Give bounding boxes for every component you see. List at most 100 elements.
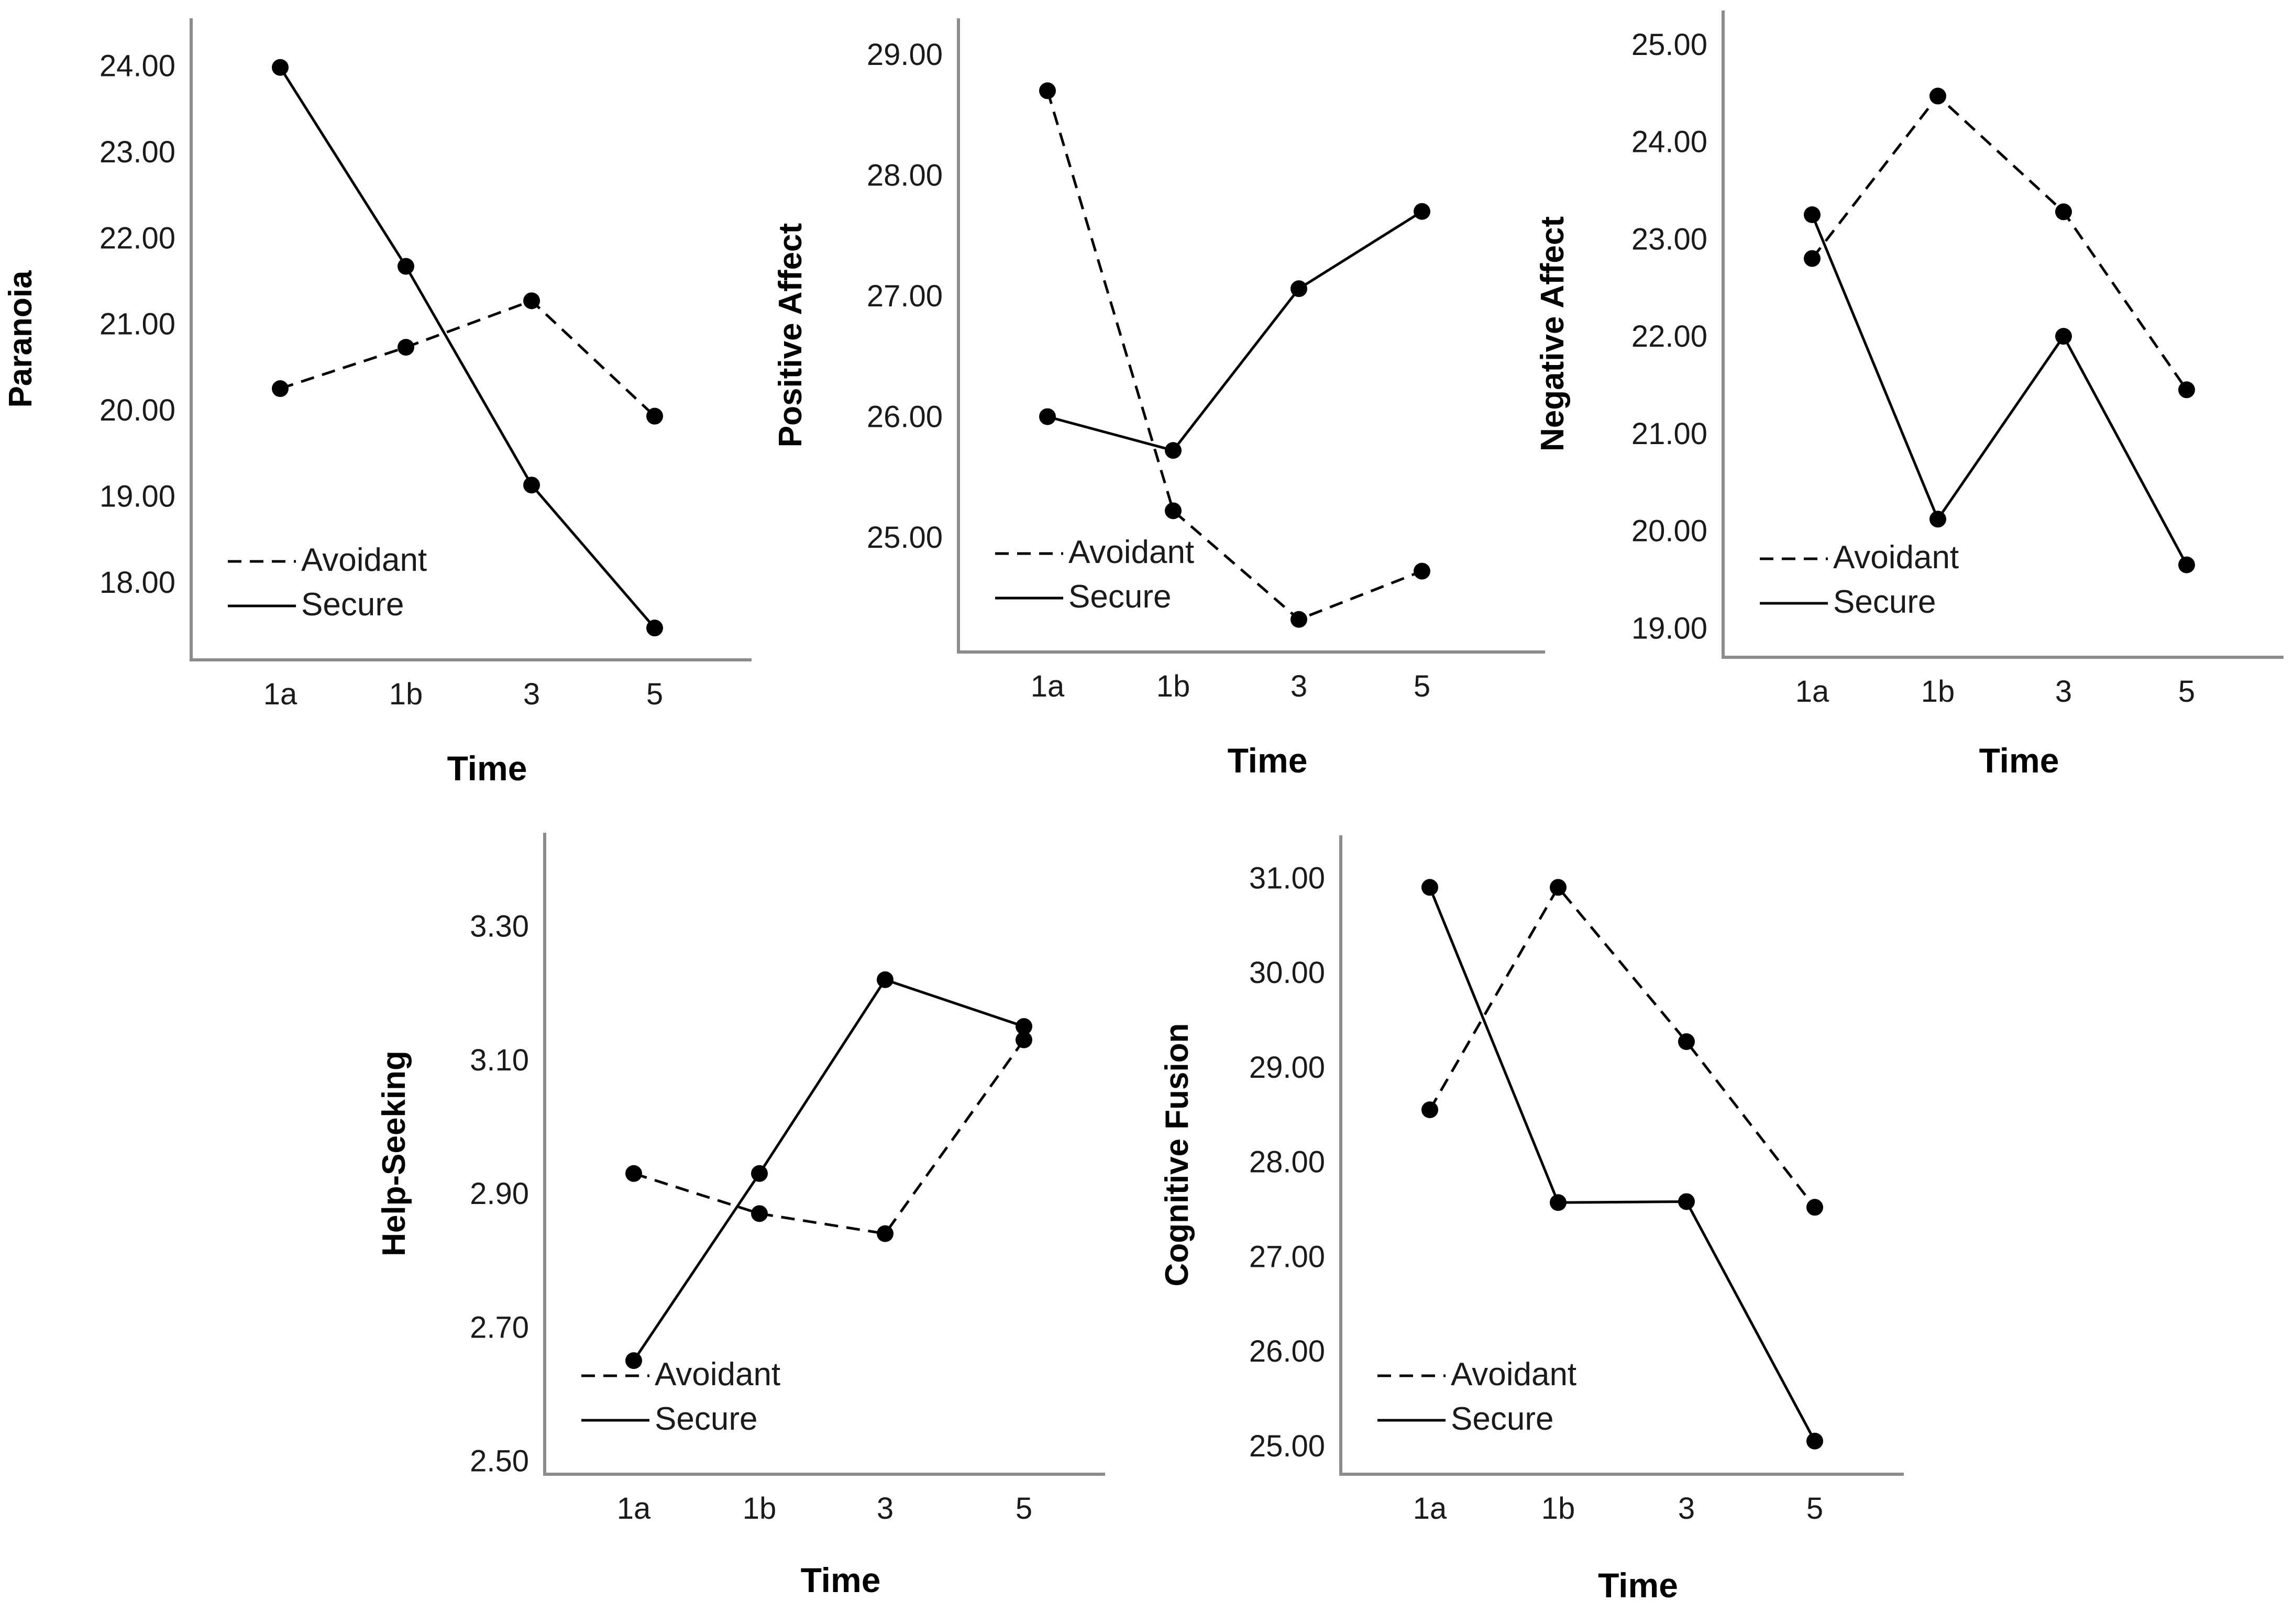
series-line-avoidant	[1428, 885, 1816, 1208]
y-tick-label: 24.00	[1631, 125, 1707, 159]
data-point-secure	[1804, 206, 1821, 223]
y-axis-title: Paranoia	[3, 270, 39, 407]
y-tick-label: 3.10	[470, 1043, 529, 1077]
data-point-avoidant	[2055, 203, 2072, 220]
legend-label-secure: Secure	[301, 587, 404, 623]
legend-label-avoidant: Avoidant	[301, 542, 427, 578]
legend-label-secure: Secure	[655, 1401, 757, 1437]
y-tick-label: 19.00	[100, 480, 175, 514]
data-point-avoidant	[1414, 562, 1430, 580]
data-point-secure	[523, 477, 540, 494]
axis-lines	[190, 18, 752, 661]
x-tick-label: 3	[1291, 669, 1307, 703]
y-tick-label: 23.00	[100, 135, 175, 169]
y-tick-label: 21.00	[100, 307, 175, 341]
data-point-avoidant	[1678, 1033, 1695, 1051]
x-tick-label: 1b	[389, 677, 423, 711]
y-tick-label: 18.00	[100, 566, 175, 600]
x-tick-label: 5	[1016, 1492, 1032, 1526]
data-point-secure	[398, 258, 414, 275]
y-tick-label: 25.00	[867, 521, 943, 555]
data-point-avoidant	[646, 407, 663, 425]
y-axis-title: Negative Affect	[1535, 216, 1571, 451]
data-point-avoidant	[751, 1205, 768, 1222]
y-tick-label: 20.00	[1631, 514, 1707, 548]
x-tick-label: 1b	[1156, 669, 1190, 703]
data-point-secure	[1165, 442, 1182, 459]
x-axis-title: Time	[1228, 741, 1308, 780]
data-point-avoidant	[398, 339, 414, 356]
data-point-secure	[2178, 556, 2195, 573]
chart-panel-5: 25.00 26.00 27.00 28.00 29.00 30.00 31.00 1a 1b 3…	[1159, 835, 1904, 1605]
data-point-avoidant	[1929, 87, 1946, 105]
y-tick-label: 25.00	[1249, 1429, 1325, 1463]
axis-lines	[1722, 10, 2284, 659]
x-tick-label: 3	[2055, 675, 2072, 709]
data-point-secure	[751, 1165, 768, 1182]
y-tick-label: 27.00	[867, 279, 943, 313]
y-tick-label: 26.00	[867, 400, 943, 434]
data-point-avoidant	[1550, 879, 1567, 896]
x-tick-label: 3	[1678, 1492, 1695, 1526]
data-point-avoidant	[1804, 250, 1821, 267]
data-point-secure	[1414, 203, 1430, 220]
y-tick-label: 23.00	[1631, 222, 1707, 256]
series-line-avoidant	[1046, 90, 1422, 621]
y-tick-label: 29.00	[1249, 1051, 1325, 1085]
x-tick-label: 1a	[263, 677, 297, 711]
data-point-secure	[2055, 328, 2072, 345]
y-tick-label: 3.30	[470, 910, 529, 944]
x-tick-label: 5	[1806, 1492, 1823, 1526]
x-axis-title: Time	[447, 749, 527, 788]
y-tick-label: 28.00	[867, 159, 943, 193]
legend-label-avoidant: Avoidant	[655, 1356, 780, 1393]
data-point-secure	[625, 1352, 642, 1369]
legend-label-secure: Secure	[1068, 579, 1171, 615]
legend-label-avoidant: Avoidant	[1068, 534, 1194, 570]
legend-label-secure: Secure	[1451, 1401, 1553, 1437]
x-tick-label: 1a	[1031, 669, 1065, 703]
y-axis-title: Help-Seeking	[376, 1051, 412, 1256]
series-line-secure	[632, 978, 1024, 1362]
legend-label-avoidant: Avoidant	[1833, 539, 1959, 576]
x-tick-label: 1a	[617, 1492, 651, 1526]
chart-panel-4: 2.50 2.70 2.90 3.10 3.30 1a 1b 3 5 Help-Seeking Ti…	[376, 833, 1105, 1599]
legend-label-secure: Secure	[1833, 584, 1936, 620]
data-point-avoidant	[877, 1225, 894, 1242]
legend-label-avoidant: Avoidant	[1451, 1356, 1576, 1393]
y-tick-label: 2.50	[470, 1444, 529, 1478]
y-tick-label: 21.00	[1631, 417, 1707, 451]
data-point-avoidant	[1291, 611, 1307, 628]
axis-lines	[957, 18, 1545, 654]
x-tick-label: 5	[646, 677, 663, 711]
data-point-secure	[877, 971, 894, 988]
y-tick-label: 2.70	[470, 1310, 529, 1344]
y-tick-label: 26.00	[1249, 1334, 1325, 1368]
y-tick-label: 31.00	[1249, 861, 1325, 895]
x-tick-label: 3	[877, 1492, 894, 1526]
data-point-avoidant	[272, 380, 289, 397]
y-tick-label: 27.00	[1249, 1240, 1325, 1274]
series-line-secure	[1428, 887, 1816, 1442]
data-point-avoidant	[1165, 502, 1182, 520]
x-axis-title: Time	[801, 1561, 881, 1599]
axis-lines	[1339, 835, 1904, 1476]
data-point-secure	[1806, 1432, 1823, 1450]
data-point-secure	[1039, 408, 1056, 425]
x-tick-label: 1b	[1921, 675, 1955, 709]
data-point-secure	[1929, 511, 1946, 528]
data-point-secure	[1421, 879, 1438, 896]
y-tick-label: 2.90	[470, 1177, 529, 1211]
data-point-secure	[1016, 1018, 1032, 1035]
y-tick-label: 20.00	[100, 393, 175, 427]
x-axis-title: Time	[1979, 741, 2059, 780]
y-tick-label: 19.00	[1631, 611, 1707, 645]
data-point-avoidant	[1421, 1101, 1438, 1119]
data-point-avoidant	[2178, 381, 2195, 399]
data-point-avoidant	[1016, 1031, 1032, 1048]
data-point-secure	[272, 59, 289, 76]
x-tick-label: 1a	[1795, 675, 1829, 709]
y-tick-label: 28.00	[1249, 1145, 1325, 1179]
x-tick-label: 5	[2178, 675, 2195, 709]
